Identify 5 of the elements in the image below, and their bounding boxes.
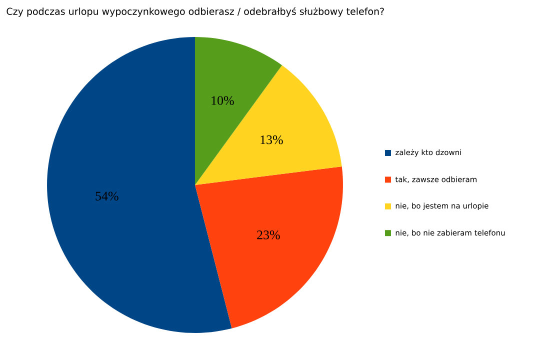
- data-label: 10%: [212, 96, 234, 105]
- data-label: 54%: [96, 192, 118, 201]
- data-label: 23%: [257, 230, 280, 240]
- data-label: 13%: [260, 135, 283, 144]
- chart-title: Czy podczas urlopu wypoczynkowego odbierasz / odebrałbyś służbowy telefon?: [6, 7, 384, 17]
